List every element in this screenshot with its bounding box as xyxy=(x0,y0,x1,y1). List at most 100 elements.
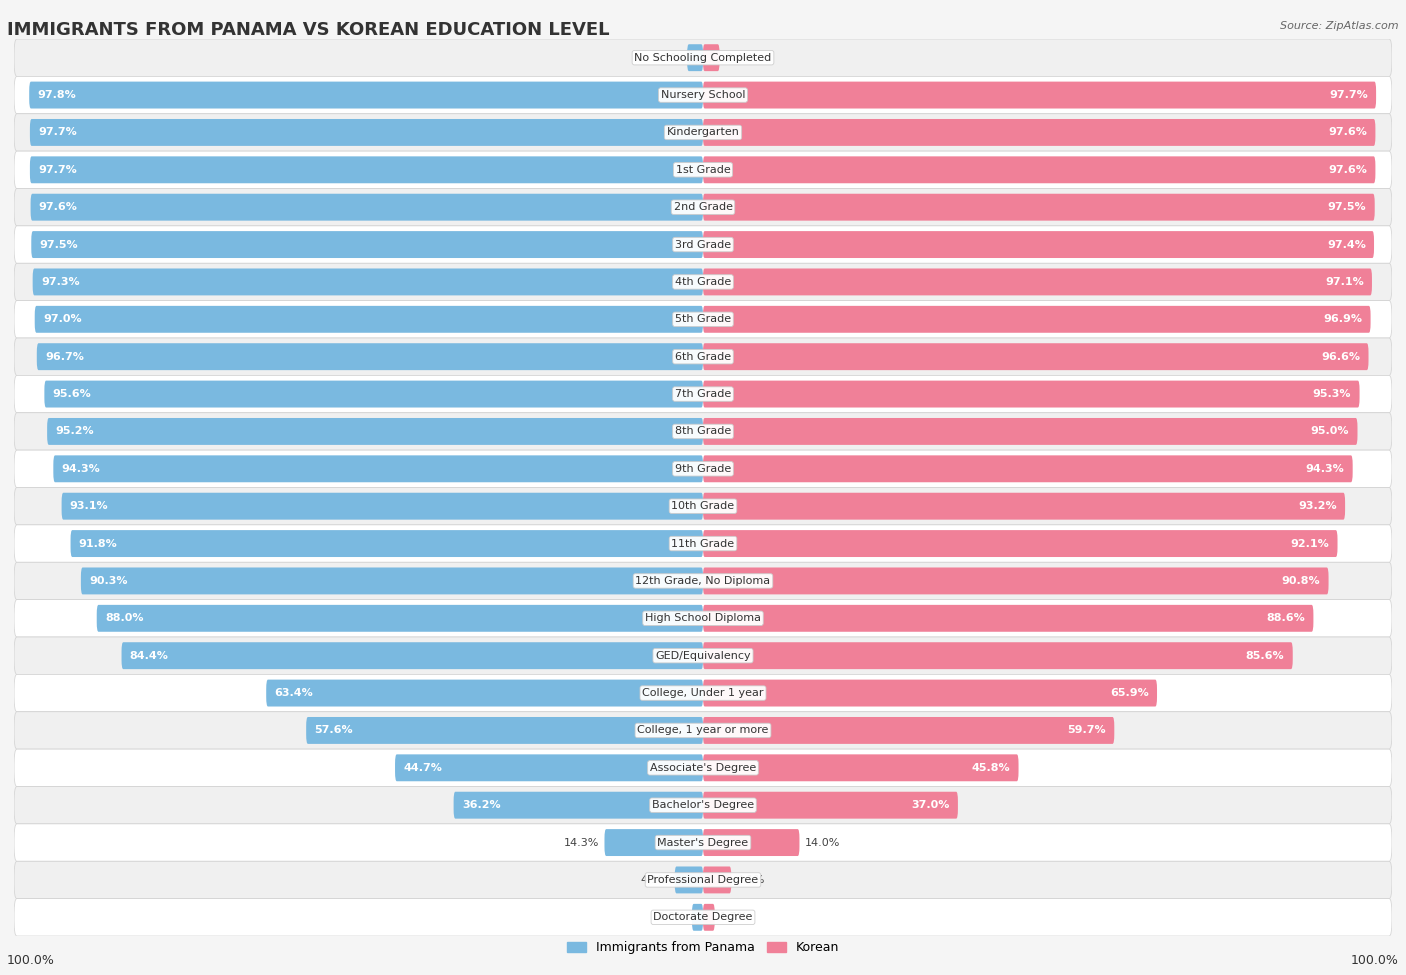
Text: 97.7%: 97.7% xyxy=(1329,90,1368,100)
Text: Associate's Degree: Associate's Degree xyxy=(650,762,756,773)
FancyBboxPatch shape xyxy=(703,492,1346,520)
Text: 14.0%: 14.0% xyxy=(806,838,841,847)
Text: 90.3%: 90.3% xyxy=(89,576,128,586)
FancyBboxPatch shape xyxy=(31,231,703,258)
FancyBboxPatch shape xyxy=(703,119,1375,146)
FancyBboxPatch shape xyxy=(703,268,1372,295)
Text: 11th Grade: 11th Grade xyxy=(672,538,734,549)
Text: Professional Degree: Professional Degree xyxy=(647,875,759,885)
Text: 84.4%: 84.4% xyxy=(129,650,169,661)
Text: 97.1%: 97.1% xyxy=(1324,277,1364,287)
FancyBboxPatch shape xyxy=(14,525,1392,563)
Text: 10th Grade: 10th Grade xyxy=(672,501,734,511)
Text: 95.6%: 95.6% xyxy=(52,389,91,399)
Text: 36.2%: 36.2% xyxy=(461,800,501,810)
Text: 94.3%: 94.3% xyxy=(1306,464,1344,474)
FancyBboxPatch shape xyxy=(14,563,1392,600)
FancyBboxPatch shape xyxy=(266,680,703,707)
FancyBboxPatch shape xyxy=(703,455,1353,483)
Text: 97.7%: 97.7% xyxy=(38,128,77,137)
Text: 100.0%: 100.0% xyxy=(1351,954,1399,967)
Text: High School Diploma: High School Diploma xyxy=(645,613,761,623)
Text: 65.9%: 65.9% xyxy=(1109,688,1149,698)
Text: 97.4%: 97.4% xyxy=(1327,240,1365,250)
FancyBboxPatch shape xyxy=(14,899,1392,936)
FancyBboxPatch shape xyxy=(14,226,1392,263)
FancyBboxPatch shape xyxy=(703,44,720,71)
Legend: Immigrants from Panama, Korean: Immigrants from Panama, Korean xyxy=(562,936,844,959)
FancyBboxPatch shape xyxy=(14,263,1392,300)
Text: Source: ZipAtlas.com: Source: ZipAtlas.com xyxy=(1281,21,1399,31)
FancyBboxPatch shape xyxy=(703,306,1371,332)
FancyBboxPatch shape xyxy=(675,867,703,893)
Text: 2.3%: 2.3% xyxy=(654,53,682,62)
Text: GED/Equivalency: GED/Equivalency xyxy=(655,650,751,661)
FancyBboxPatch shape xyxy=(703,604,1313,632)
FancyBboxPatch shape xyxy=(14,450,1392,488)
FancyBboxPatch shape xyxy=(605,829,703,856)
Text: 96.9%: 96.9% xyxy=(1323,314,1362,325)
Text: 97.6%: 97.6% xyxy=(39,202,77,213)
Text: 44.7%: 44.7% xyxy=(404,762,441,773)
FancyBboxPatch shape xyxy=(30,119,703,146)
Text: 97.6%: 97.6% xyxy=(1329,128,1367,137)
Text: 97.8%: 97.8% xyxy=(38,90,76,100)
FancyBboxPatch shape xyxy=(14,861,1392,899)
Text: IMMIGRANTS FROM PANAMA VS KOREAN EDUCATION LEVEL: IMMIGRANTS FROM PANAMA VS KOREAN EDUCATI… xyxy=(7,21,610,39)
FancyBboxPatch shape xyxy=(14,151,1392,188)
Text: 93.1%: 93.1% xyxy=(70,501,108,511)
FancyBboxPatch shape xyxy=(703,680,1157,707)
FancyBboxPatch shape xyxy=(703,867,731,893)
FancyBboxPatch shape xyxy=(703,829,800,856)
FancyBboxPatch shape xyxy=(48,418,703,445)
FancyBboxPatch shape xyxy=(703,156,1375,183)
Text: No Schooling Completed: No Schooling Completed xyxy=(634,53,772,62)
FancyBboxPatch shape xyxy=(688,44,703,71)
FancyBboxPatch shape xyxy=(703,792,957,819)
FancyBboxPatch shape xyxy=(703,904,714,931)
Text: 100.0%: 100.0% xyxy=(7,954,55,967)
FancyBboxPatch shape xyxy=(14,675,1392,712)
FancyBboxPatch shape xyxy=(14,637,1392,675)
FancyBboxPatch shape xyxy=(692,904,703,931)
FancyBboxPatch shape xyxy=(703,194,1375,220)
Text: 96.7%: 96.7% xyxy=(45,352,84,362)
FancyBboxPatch shape xyxy=(30,156,703,183)
Text: 93.2%: 93.2% xyxy=(1298,501,1337,511)
FancyBboxPatch shape xyxy=(703,643,1292,669)
Text: 91.8%: 91.8% xyxy=(79,538,118,549)
Text: 90.8%: 90.8% xyxy=(1282,576,1320,586)
Text: Doctorate Degree: Doctorate Degree xyxy=(654,913,752,922)
FancyBboxPatch shape xyxy=(14,412,1392,450)
FancyBboxPatch shape xyxy=(53,455,703,483)
Text: 95.2%: 95.2% xyxy=(55,426,94,437)
Text: 4th Grade: 4th Grade xyxy=(675,277,731,287)
Text: 6th Grade: 6th Grade xyxy=(675,352,731,362)
Text: 95.3%: 95.3% xyxy=(1313,389,1351,399)
Text: 97.0%: 97.0% xyxy=(44,314,82,325)
Text: 14.3%: 14.3% xyxy=(564,838,599,847)
Text: Master's Degree: Master's Degree xyxy=(658,838,748,847)
Text: College, Under 1 year: College, Under 1 year xyxy=(643,688,763,698)
FancyBboxPatch shape xyxy=(14,749,1392,787)
FancyBboxPatch shape xyxy=(14,824,1392,861)
Text: 3rd Grade: 3rd Grade xyxy=(675,240,731,250)
Text: 45.8%: 45.8% xyxy=(972,762,1011,773)
Text: 9th Grade: 9th Grade xyxy=(675,464,731,474)
Text: 1.7%: 1.7% xyxy=(720,913,748,922)
FancyBboxPatch shape xyxy=(30,82,703,108)
FancyBboxPatch shape xyxy=(62,492,703,520)
FancyBboxPatch shape xyxy=(31,194,703,220)
Text: 88.6%: 88.6% xyxy=(1267,613,1305,623)
Text: 1.6%: 1.6% xyxy=(658,913,686,922)
FancyBboxPatch shape xyxy=(703,231,1374,258)
FancyBboxPatch shape xyxy=(82,567,703,595)
Text: 88.0%: 88.0% xyxy=(105,613,143,623)
FancyBboxPatch shape xyxy=(14,488,1392,525)
FancyBboxPatch shape xyxy=(14,600,1392,637)
FancyBboxPatch shape xyxy=(14,39,1392,76)
FancyBboxPatch shape xyxy=(14,375,1392,412)
FancyBboxPatch shape xyxy=(703,755,1018,781)
FancyBboxPatch shape xyxy=(14,188,1392,226)
FancyBboxPatch shape xyxy=(37,343,703,370)
